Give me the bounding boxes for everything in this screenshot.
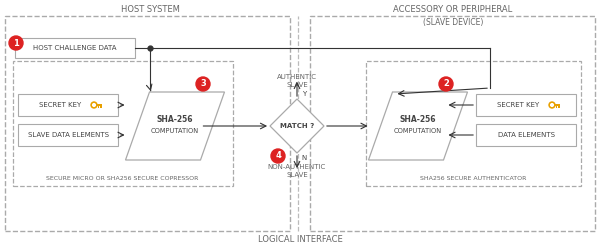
Bar (94, 104, 102, 106)
Text: N: N (301, 155, 307, 161)
Text: HOST SYSTEM: HOST SYSTEM (121, 4, 179, 14)
Circle shape (439, 77, 453, 91)
Bar (558, 106, 560, 108)
Bar (476, 124, 576, 146)
Circle shape (91, 102, 97, 108)
Text: AUTHENTIC
SLAVE: AUTHENTIC SLAVE (277, 74, 317, 88)
Bar (13, 61, 233, 186)
Polygon shape (125, 92, 224, 160)
Bar (310, 16, 595, 231)
Text: SHA-256: SHA-256 (157, 116, 193, 124)
Circle shape (9, 36, 23, 50)
Text: SECURE MICRO OR SHA256 SECURE COPRESSOR: SECURE MICRO OR SHA256 SECURE COPRESSOR (46, 176, 198, 182)
Bar (476, 94, 576, 116)
Polygon shape (270, 99, 324, 153)
Text: DATA ELEMENTS: DATA ELEMENTS (497, 132, 554, 138)
Bar (18, 124, 118, 146)
Circle shape (196, 77, 210, 91)
Polygon shape (368, 92, 467, 160)
Bar (15, 38, 135, 58)
Text: LOGICAL INTERFACE: LOGICAL INTERFACE (257, 234, 343, 244)
Text: Y: Y (302, 91, 306, 97)
Text: HOST CHALLENGE DATA: HOST CHALLENGE DATA (33, 45, 117, 51)
Text: 2: 2 (443, 79, 449, 89)
Text: SHA256 SECURE AUTHENTICATOR: SHA256 SECURE AUTHENTICATOR (420, 176, 526, 182)
Text: SHA-256: SHA-256 (400, 116, 436, 124)
Text: MATCH ?: MATCH ? (280, 123, 314, 129)
Text: COMPUTATION: COMPUTATION (394, 128, 442, 134)
Text: COMPUTATION: COMPUTATION (151, 128, 199, 134)
Bar (98, 106, 99, 108)
Bar (18, 94, 118, 116)
Text: 3: 3 (200, 79, 206, 89)
Circle shape (549, 102, 555, 108)
Circle shape (271, 149, 285, 163)
Bar (5, 16, 290, 231)
Circle shape (551, 104, 553, 106)
Text: ACCESSORY OR PERIPHERAL: ACCESSORY OR PERIPHERAL (394, 4, 512, 14)
Bar (100, 106, 101, 108)
Text: SLAVE DATA ELEMENTS: SLAVE DATA ELEMENTS (28, 132, 109, 138)
Bar (552, 104, 560, 106)
Bar (366, 61, 581, 186)
Text: NON-AUTHENTIC
SLAVE: NON-AUTHENTIC SLAVE (268, 164, 326, 178)
Circle shape (92, 104, 95, 106)
Text: (SLAVE DEVICE): (SLAVE DEVICE) (423, 17, 483, 27)
Text: 4: 4 (275, 152, 281, 160)
Bar (556, 106, 557, 108)
Text: 1: 1 (13, 39, 19, 47)
Text: SECRET KEY: SECRET KEY (39, 102, 81, 108)
Text: SECRET KEY: SECRET KEY (497, 102, 539, 108)
